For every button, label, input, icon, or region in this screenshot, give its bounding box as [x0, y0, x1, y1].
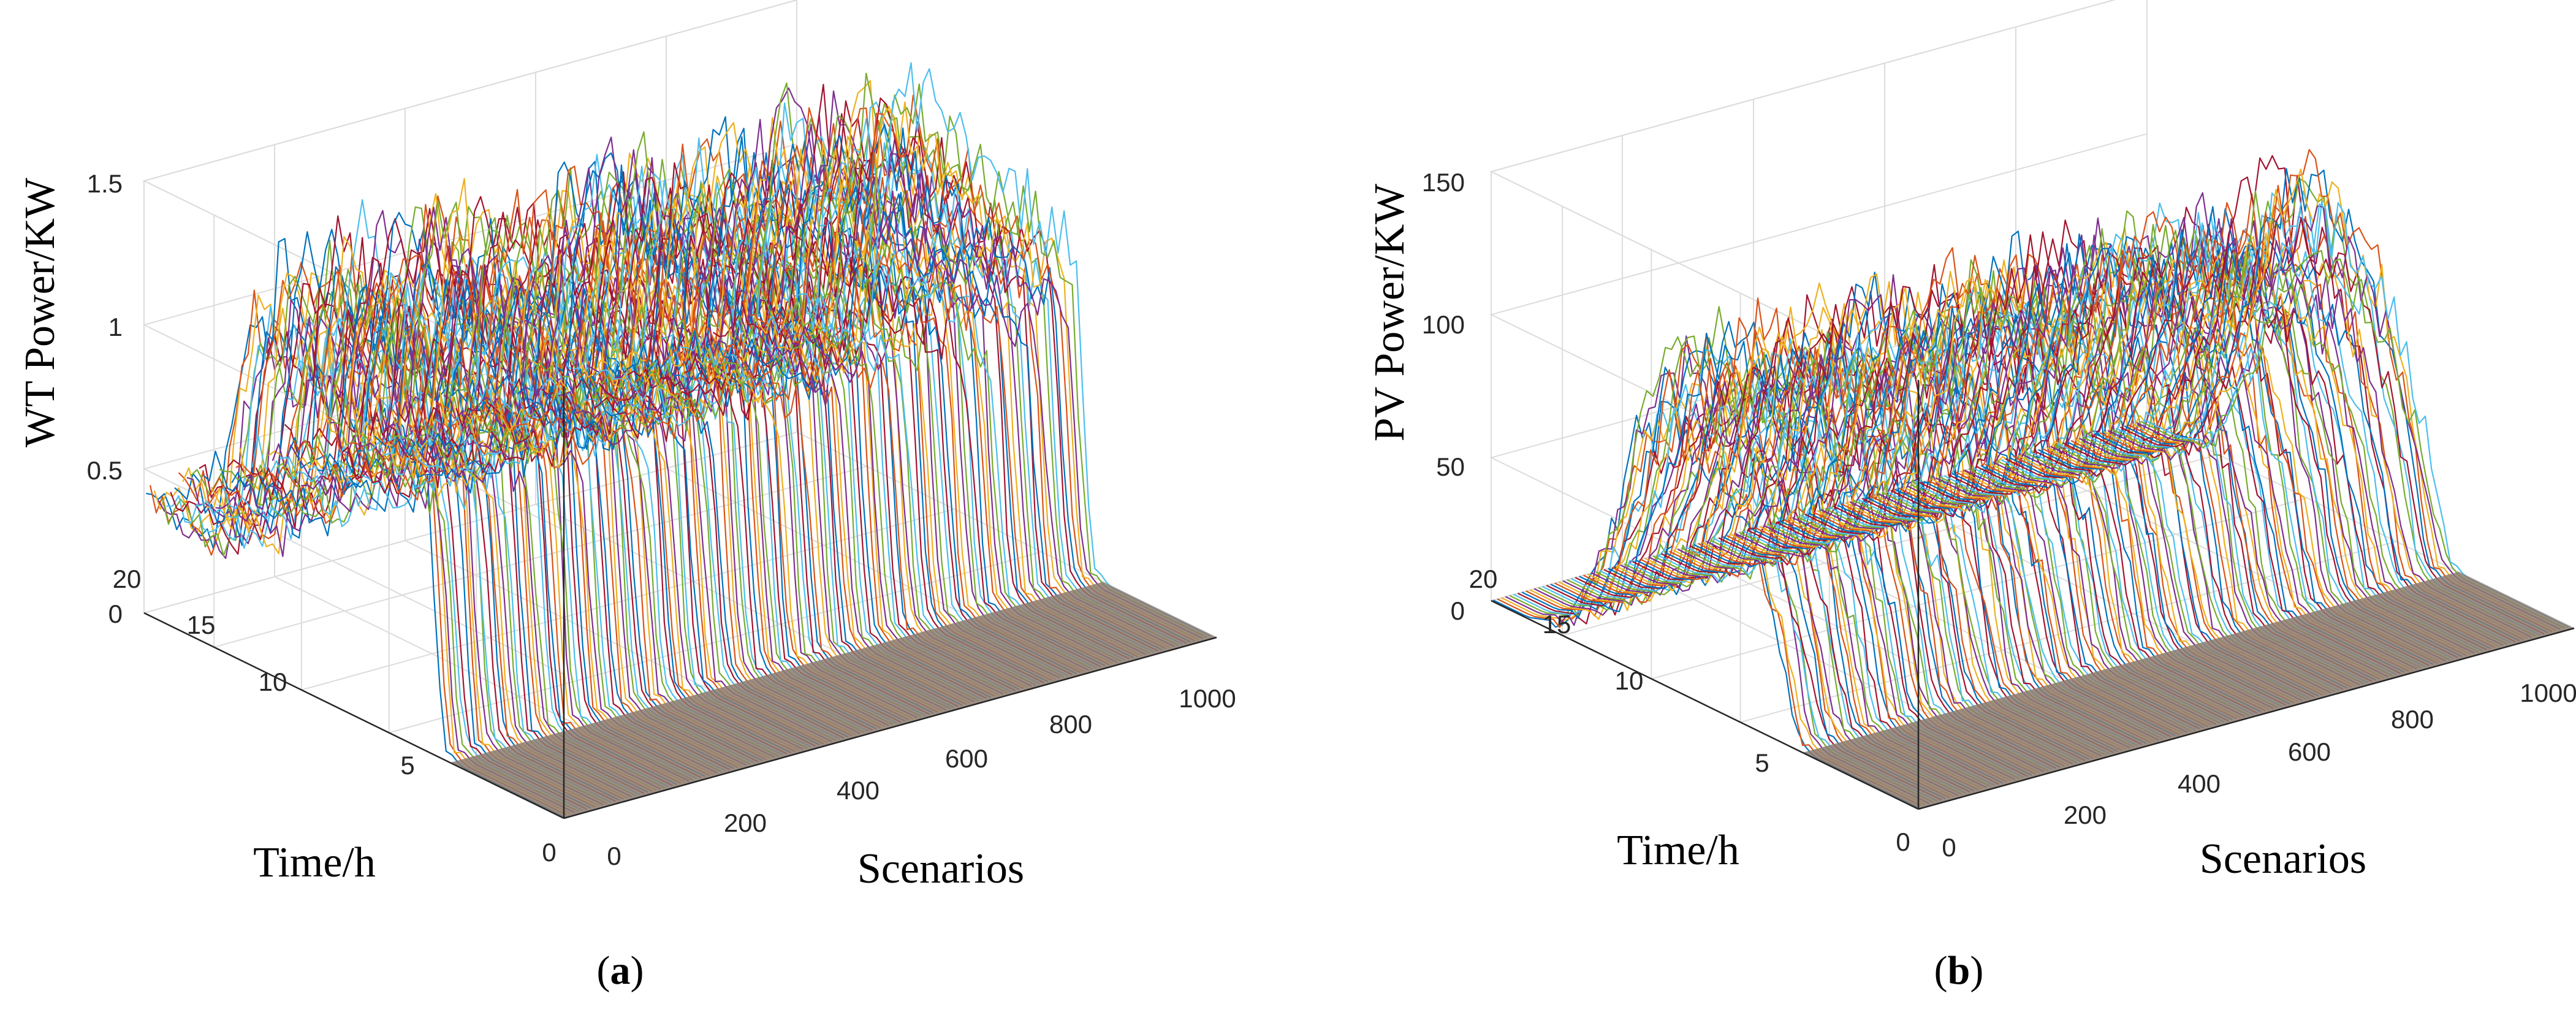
panel-a-series-line	[199, 283, 616, 802]
panel-a-xtick-2: 400	[837, 776, 880, 805]
panel-b-xlabel: Scenarios	[2200, 835, 2366, 883]
panel-b-xtick-3: 600	[2288, 737, 2331, 766]
panel-b-ytick-4: 20	[1469, 565, 1498, 593]
panel-b-x-axis	[1918, 627, 2575, 810]
panel-b-caption: (b)	[1934, 948, 1984, 993]
panel-b-ylabel: Time/h	[1617, 827, 1739, 874]
panel-a-xtick-1: 200	[724, 808, 767, 837]
panel-a-zlabel: WT Power/KW	[17, 178, 64, 447]
panel-b-ytick-1: 5	[1755, 748, 1769, 777]
panel-a-y-axis	[143, 612, 564, 819]
panel-a-floor-gridline-y-4	[213, 465, 867, 648]
panel-b-series	[1492, 149, 2574, 809]
panel-b-floor-gridline-y-4	[1562, 454, 2219, 636]
panel-b-xtick-4: 800	[2391, 705, 2434, 734]
panel-b-ztick-1: 50	[1436, 452, 1465, 481]
panel-b-zero-power-band	[1803, 571, 2574, 809]
panel-a-ztick-0: 0	[108, 599, 123, 628]
panel-a-axes	[143, 386, 1217, 819]
panel-a-xtick-3: 600	[945, 744, 988, 773]
panel-a: 0 0.5 1 1.5 0 5 10 15 20 0 200 400 600 8…	[17, 0, 1236, 993]
panel-b-ztick-3: 150	[1422, 168, 1465, 197]
panel-a-xtick-5: 1000	[1179, 684, 1236, 713]
panel-a-xtick-0: 0	[607, 842, 621, 870]
panel-b-y-axis	[1491, 599, 1919, 810]
panel-a-ylabel: Time/h	[253, 839, 376, 886]
panel-a-ztick-3: 1.5	[87, 169, 123, 198]
panel-a-ztick-1: 0.5	[87, 456, 123, 485]
panel-b-caption-open: (	[1934, 948, 1948, 993]
panel-b-xtick-0: 0	[1942, 833, 1956, 862]
panel-a-xlabel: Scenarios	[857, 845, 1024, 892]
panel-a-xtick-4: 800	[1049, 710, 1092, 739]
panel-a-caption: (a)	[597, 948, 644, 993]
panel-a-grid	[142, 0, 1217, 819]
panel-b-xtick-1: 200	[2064, 800, 2107, 829]
panel-a-ytick-1: 5	[400, 751, 414, 780]
panel-b-ztick-0: 0	[1451, 596, 1465, 625]
panel-a-zero-power-band	[450, 582, 1217, 818]
panel-a-caption-letter: a	[610, 948, 631, 993]
panel-b-zlabel: PV Power/KW	[1366, 184, 1413, 442]
panel-b-axes	[1491, 380, 2575, 810]
panel-a-caption-open: (	[597, 948, 610, 993]
panel-a-ytick-2: 10	[259, 667, 287, 696]
panel-a-ytick-3: 15	[187, 610, 216, 639]
panel-b-ytick-0: 0	[1896, 827, 1910, 856]
panel-a-floor-gridline-y-2	[389, 551, 1042, 734]
panel-a-ytick-0: 0	[542, 838, 556, 867]
panel-b-gridline-z-2	[1489, 133, 2148, 524]
panel-b-caption-letter: b	[1948, 948, 1970, 993]
panel-a-x-axis	[563, 636, 1217, 819]
panel-a-ytick-4: 20	[113, 565, 142, 593]
panel-b-xtick-2: 400	[2178, 769, 2221, 798]
panel-a-caption-close: )	[631, 948, 644, 993]
panel-b-caption-close: )	[1970, 948, 1983, 993]
panel-b-ytick-2: 10	[1615, 666, 1644, 695]
panel-a-ztick-2: 1	[108, 313, 123, 341]
panel-a-series	[146, 62, 1217, 818]
panel-b-xtick-5: 1000	[2520, 679, 2576, 707]
panel-a-series-line	[781, 101, 1199, 641]
panel-b-ztick-2: 100	[1422, 310, 1465, 339]
panel-b-box-frame	[1489, 0, 2116, 381]
panel-b-ytick-3: 15	[1543, 610, 1571, 639]
panel-b-gridline-z-3	[1489, 0, 2116, 381]
panel-b: 0 50 100 150 0 5 10 15 20 0 200 400 600 …	[1366, 0, 2576, 993]
